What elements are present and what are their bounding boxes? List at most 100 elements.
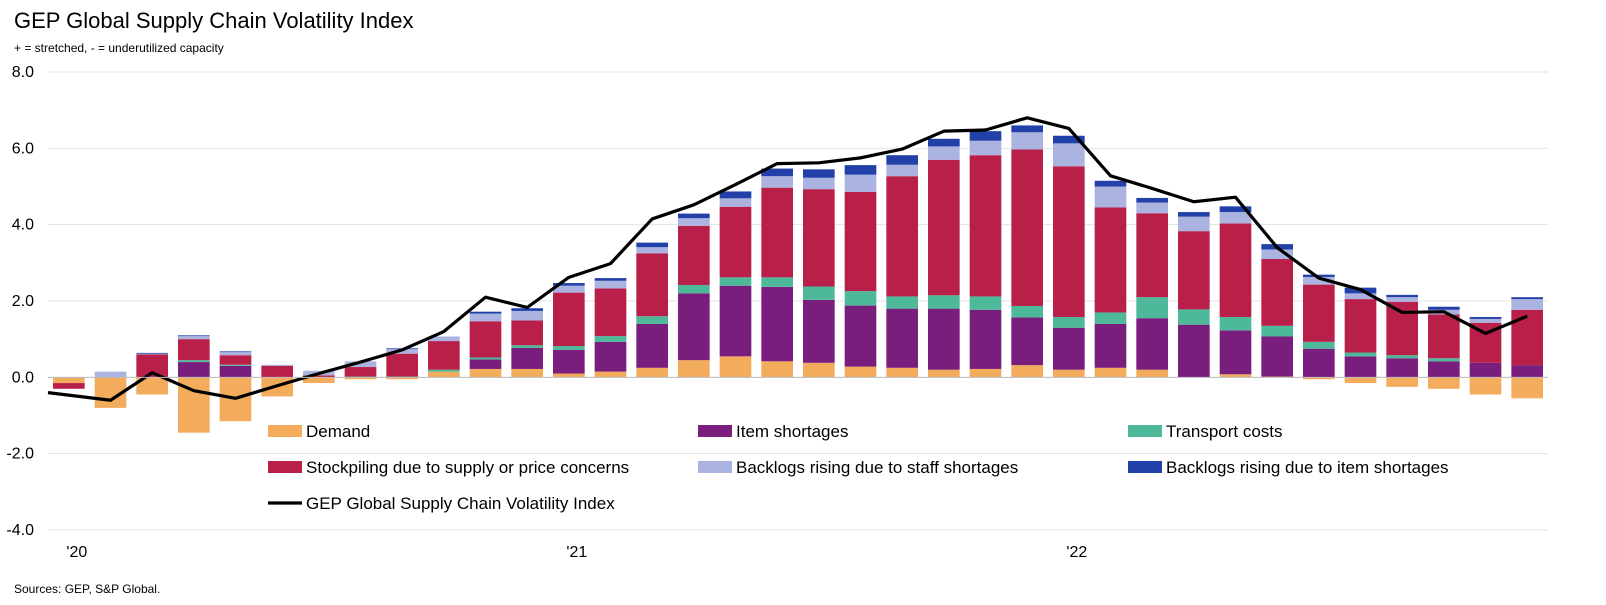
bar-segment [1261, 325, 1293, 337]
bar-segment [1386, 377, 1418, 387]
bar-segment [219, 352, 252, 356]
x-tick-label: '22 [1066, 544, 1087, 561]
bar-segment [1428, 377, 1460, 389]
bar-segment [969, 296, 1002, 310]
bar-segment [1261, 249, 1293, 260]
bar-segment [1011, 132, 1043, 150]
bar-segment [1136, 318, 1168, 370]
bar-segment [1303, 284, 1335, 342]
bar-segment [1428, 358, 1460, 362]
bar-segment [928, 159, 960, 296]
bar-segment [511, 308, 543, 311]
bar-segment [1053, 369, 1085, 378]
bar-segment [928, 369, 960, 378]
bar-segment [1511, 299, 1543, 310]
bar-segment [511, 345, 543, 348]
bar-segment [803, 177, 835, 190]
bar-segment [178, 335, 210, 337]
bar-segment [1303, 377, 1335, 380]
bar-segment [844, 366, 877, 378]
bar-segment [761, 277, 793, 287]
bar-segment [678, 360, 710, 378]
bar-segment [969, 368, 1002, 378]
bar-segment [136, 353, 168, 355]
bar-segment [178, 336, 210, 340]
bar-segment [636, 367, 668, 378]
bar-segment [511, 320, 543, 346]
bar-segment [886, 308, 918, 368]
bar-segment [1011, 365, 1043, 378]
bar-segment [844, 305, 877, 367]
bar-segment [553, 283, 585, 286]
legend-label: Demand [306, 422, 370, 441]
index-line [47, 116, 1528, 402]
bar-segment [1344, 356, 1377, 378]
legend-swatch [698, 425, 732, 437]
legend-label: Backlogs rising due to staff shortages [736, 458, 1018, 477]
bar-segment [1094, 367, 1127, 378]
bar-segment [928, 138, 960, 147]
bar-segment [594, 288, 627, 337]
bar-segment [1344, 293, 1377, 300]
chart-subtitle: + = stretched, - = underutilized capacit… [14, 41, 224, 55]
bar-segment [761, 286, 793, 362]
bar-segment [261, 365, 293, 378]
bar-segment [1469, 362, 1502, 378]
bar-segment [761, 168, 793, 177]
bar-segment [969, 309, 1002, 369]
bar-segment [1219, 330, 1252, 375]
bar-segment [553, 346, 585, 350]
bar-segment [386, 353, 418, 377]
bar-segment [1344, 352, 1377, 357]
bar-segment [1094, 323, 1127, 368]
bar-segment [719, 285, 752, 357]
bar-segment [136, 354, 168, 378]
bar-segment [1219, 317, 1252, 331]
bar-segment [553, 349, 585, 374]
bar-segment [1178, 212, 1210, 217]
legend-label: Transport costs [1166, 422, 1283, 441]
bar-segment [1261, 336, 1293, 377]
bar-segment [1344, 299, 1377, 353]
bar-segment [678, 213, 710, 219]
legend-swatch [698, 461, 732, 473]
bar-segment [803, 299, 835, 363]
bar-segment [594, 278, 627, 281]
legend-swatch [1128, 425, 1162, 437]
bar-segment [1303, 276, 1335, 285]
bar-segment [1344, 377, 1377, 384]
bar-segment [1219, 223, 1252, 318]
legend-swatch [268, 461, 302, 473]
y-tick-label: 6.0 [12, 140, 34, 157]
bar-segment [428, 371, 460, 378]
legend-swatch [268, 425, 302, 437]
bar-segment [136, 377, 168, 395]
bar-segment [1178, 231, 1210, 310]
y-tick-label: 8.0 [12, 64, 34, 81]
bar-segment [678, 293, 710, 361]
bar-segment [1303, 341, 1335, 349]
bar-segment [1094, 180, 1127, 187]
y-tick-label: -4.0 [6, 522, 34, 539]
bar-segment [1136, 197, 1168, 203]
bar-segment [1053, 327, 1085, 370]
y-tick-label: -2.0 [6, 446, 34, 463]
bar-segment [219, 351, 252, 353]
bar-segment [594, 280, 627, 289]
bar-segment [428, 341, 460, 370]
bar-segment [678, 218, 710, 226]
bar-segment [719, 198, 752, 207]
bar-segment [886, 176, 918, 297]
bar-segment [219, 365, 252, 378]
bar-segment [844, 191, 877, 292]
bar-segment [844, 291, 877, 306]
bar-segment [1303, 274, 1335, 277]
bar-segment [303, 375, 335, 378]
legend-label: Item shortages [736, 422, 848, 441]
bar-segment [594, 371, 627, 378]
bar-segment [469, 359, 502, 369]
y-tick-label: 2.0 [12, 293, 34, 310]
bar-segment [761, 361, 793, 378]
bar-segment [1094, 312, 1127, 324]
